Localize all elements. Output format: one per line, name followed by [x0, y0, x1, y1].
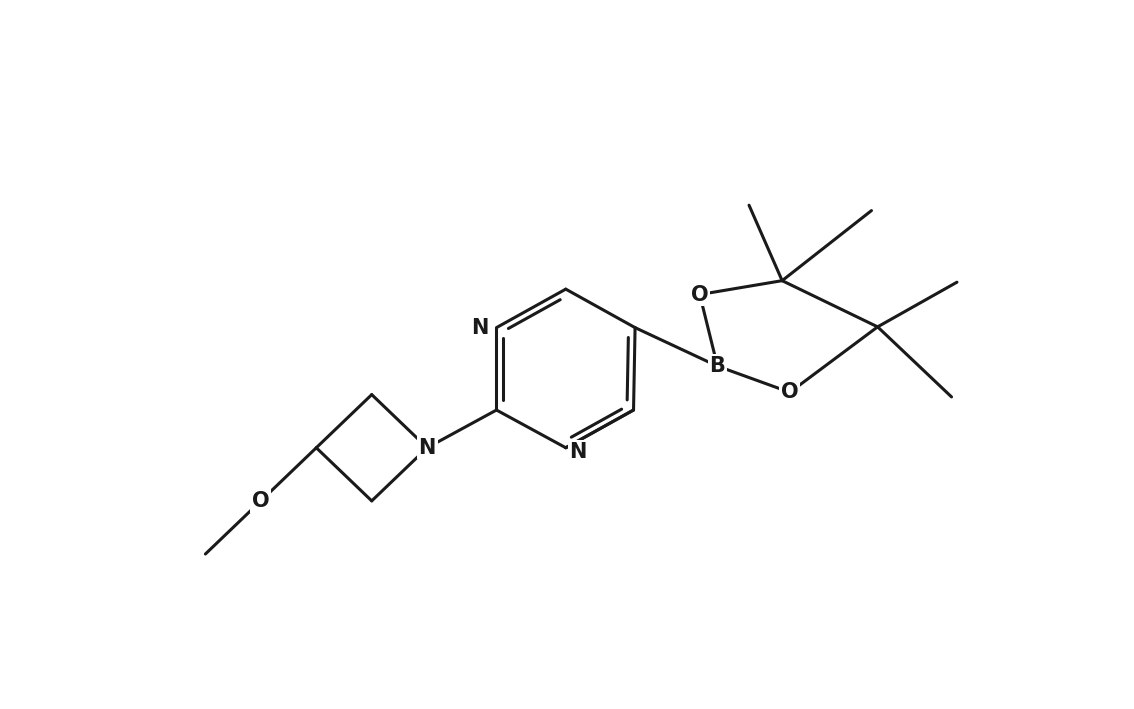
- Text: N: N: [472, 318, 489, 337]
- Text: O: O: [691, 284, 709, 305]
- Text: O: O: [781, 382, 798, 402]
- Text: O: O: [252, 491, 270, 511]
- Text: N: N: [418, 437, 435, 458]
- Text: B: B: [710, 356, 726, 376]
- Text: N: N: [569, 442, 587, 462]
